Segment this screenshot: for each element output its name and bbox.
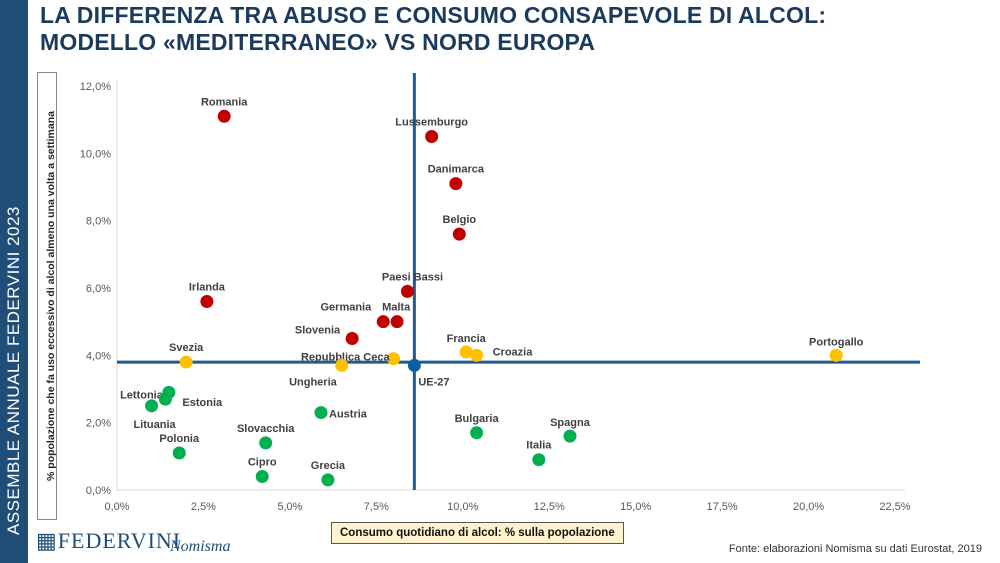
data-point-portogallo — [829, 348, 843, 362]
title-line-2: MODELLO «MEDITERRANEO» VS NORD EUROPA — [40, 29, 596, 55]
x-tick-label: 0,0% — [104, 501, 129, 513]
data-point-italia — [532, 453, 546, 467]
x-tick-label: 22,5% — [879, 501, 910, 513]
data-label: Italia — [526, 440, 552, 452]
data-label: Croazia — [493, 346, 534, 358]
data-label: Slovenia — [295, 325, 341, 337]
data-point-romania — [217, 109, 231, 123]
x-tick-label: 15,0% — [620, 501, 651, 513]
data-point-danimarca — [449, 177, 463, 191]
data-label: Portogallo — [809, 336, 864, 348]
x-axis-label: Consumo quotidiano di alcol: % sulla pop… — [331, 522, 624, 544]
y-axis-label: % popolazione che fa uso eccessivo di al… — [45, 111, 57, 481]
data-label: Ungheria — [289, 376, 338, 388]
data-label: Paesi Bassi — [382, 271, 443, 283]
y-tick-label: 8,0% — [86, 216, 111, 228]
y-tick-label: 0,0% — [86, 485, 111, 497]
sidebar-banner: ASSEMBLE ANNUALE FEDERVINI 2023 — [0, 0, 28, 563]
title-line-1: LA DIFFERENZA TRA ABUSO E CONSUMO CONSAP… — [40, 2, 827, 28]
data-point-estonia — [158, 392, 172, 406]
x-tick-label: 2,5% — [191, 501, 216, 513]
data-label: Irlanda — [189, 281, 226, 293]
data-label: Belgio — [443, 214, 477, 226]
data-label: Lituania — [133, 419, 176, 431]
y-axis-label-box: % popolazione che fa uso eccessivo di al… — [37, 72, 57, 520]
data-point-croazia — [470, 348, 484, 362]
data-label: UE-27 — [418, 376, 449, 388]
data-point-austria — [314, 406, 328, 420]
y-tick-label: 2,0% — [86, 418, 111, 430]
federvini-logo: ▦FEDERVINI — [36, 528, 182, 553]
data-point-ungheria — [335, 358, 349, 372]
data-label: Malta — [382, 302, 411, 314]
page-title: LA DIFFERENZA TRA ABUSO E CONSUMO CONSAP… — [40, 2, 826, 56]
data-label: Lussemburgo — [395, 117, 468, 129]
data-point-ue-27 — [407, 358, 421, 372]
x-tick-label: 17,5% — [707, 501, 738, 513]
data-label: Austria — [329, 409, 368, 421]
data-label: Svezia — [169, 342, 204, 354]
data-point-lituania — [145, 399, 159, 413]
y-tick-label: 12,0% — [80, 81, 111, 93]
data-label: Spagna — [550, 417, 591, 429]
data-point-irlanda — [200, 294, 214, 308]
y-tick-label: 4,0% — [86, 350, 111, 362]
y-tick-label: 6,0% — [86, 283, 111, 295]
data-label: Estonia — [182, 397, 223, 409]
data-point-slovacchia — [259, 436, 273, 450]
data-label: Danimarca — [428, 164, 485, 176]
data-label: Cipro — [248, 457, 277, 469]
nomisma-logo: Nomisma — [170, 538, 231, 555]
data-point-lussemburgo — [425, 130, 439, 143]
data-point-slovenia — [345, 332, 359, 345]
data-point-belgio — [452, 227, 466, 241]
data-label: Germania — [320, 302, 372, 314]
data-label: Polonia — [159, 433, 200, 445]
data-point-francia — [459, 345, 473, 359]
data-point-polonia — [172, 446, 186, 460]
data-point-grecia — [321, 473, 335, 487]
x-tick-label: 7,5% — [364, 501, 389, 513]
x-tick-label: 12,5% — [534, 501, 565, 513]
data-label: Grecia — [311, 460, 346, 472]
data-label: Francia — [447, 333, 487, 345]
data-point-malta — [390, 315, 404, 329]
data-point-svezia — [179, 355, 193, 369]
x-tick-label: 10,0% — [447, 501, 478, 513]
data-point-bulgaria — [470, 426, 484, 440]
source-note: Fonte: elaborazioni Nomisma su dati Euro… — [728, 543, 982, 555]
data-point-germania — [376, 315, 390, 329]
y-tick-label: 10,0% — [80, 148, 111, 160]
data-label: Lettonia — [120, 389, 164, 401]
x-tick-label: 5,0% — [277, 501, 302, 513]
data-label: Bulgaria — [455, 413, 500, 425]
data-label: Slovacchia — [237, 423, 295, 435]
data-label: Repubblica Ceca — [301, 352, 391, 364]
data-point-paesi-bassi — [400, 284, 414, 298]
data-point-repubblica-ceca — [387, 352, 401, 366]
data-point-cipro — [255, 470, 269, 484]
x-tick-label: 20,0% — [793, 501, 824, 513]
data-point-spagna — [563, 429, 577, 443]
data-label: Romania — [201, 96, 248, 108]
